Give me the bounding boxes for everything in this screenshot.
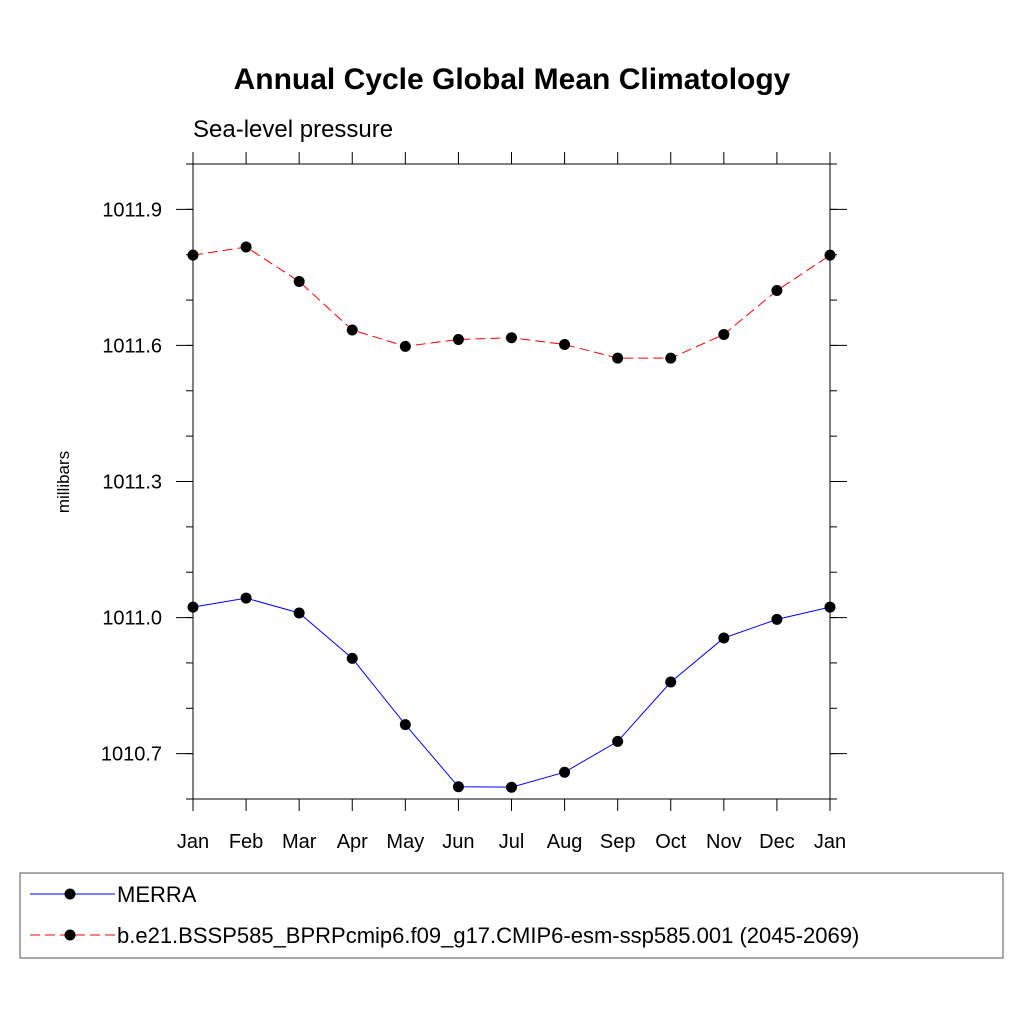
series-2-point	[665, 352, 677, 364]
series-2-point	[612, 352, 624, 364]
y-tick-label: 1011.0	[102, 608, 162, 630]
chart-title: Annual Cycle Global Mean Climatology	[234, 63, 791, 96]
series-2-point	[771, 285, 783, 297]
x-tick-label: May	[386, 831, 424, 853]
x-tick-label: Oct	[655, 831, 687, 853]
series-2-point	[399, 340, 411, 352]
series-1-point	[240, 592, 252, 604]
series-line-1	[192, 597, 831, 788]
y-tick-label: 1011.9	[102, 199, 162, 221]
series-1-point	[665, 676, 677, 688]
series-1-point	[293, 607, 305, 619]
y-axis-label: millibars	[54, 451, 73, 513]
x-tick-label: Nov	[706, 831, 742, 853]
legend-label-2: b.e21.BSSP585_BPRPcmip6.f09_g17.CMIP6-es…	[117, 923, 859, 948]
series-2-point	[346, 324, 358, 336]
series-2-point	[718, 329, 730, 341]
y-tick-label: 1011.6	[102, 335, 162, 357]
x-tick-label: Feb	[229, 831, 263, 853]
series-2-point	[506, 332, 517, 344]
series-1-point	[187, 601, 199, 613]
series-1-point	[771, 613, 783, 625]
legend: MERRA b.e21.BSSP585_BPRPcmip6.f09_g17.CMI…	[30, 882, 859, 948]
series-1-point	[346, 652, 358, 664]
x-tick-label: Sep	[600, 831, 636, 853]
x-tick-labels: Jan Feb Mar Apr May Jun Jul Aug Sep Oct Nov Dec Jan	[177, 831, 846, 853]
legend-marker-1	[64, 888, 76, 900]
series-1-point	[452, 781, 464, 793]
x-tick-label: Dec	[759, 831, 795, 853]
legend-marker-2	[64, 929, 76, 941]
x-tick-label: Aug	[547, 831, 583, 853]
legend-box	[19, 872, 1004, 959]
x-tick-label: Jun	[442, 831, 474, 853]
series-1-point	[718, 632, 730, 644]
series-1-point	[824, 601, 836, 613]
series-1-point	[559, 766, 571, 778]
x-tick-label: Apr	[337, 831, 368, 853]
x-tick-label: Jan	[814, 831, 846, 853]
series-1-point	[506, 781, 517, 793]
series-2-point	[293, 275, 305, 287]
y-tick-label: 1010.7	[101, 744, 162, 766]
x-tick-label: Jul	[499, 831, 525, 853]
x-tick-label: Mar	[282, 831, 317, 853]
axis-ticks	[176, 152, 847, 811]
y-tick-labels: 1010.7 1011.0 1011.3 1011.6 1011.9	[101, 199, 162, 765]
x-tick-label: Jan	[177, 831, 209, 853]
series-2-point	[824, 249, 836, 261]
series-2-point	[559, 339, 571, 351]
y-tick-label: 1011.3	[102, 472, 162, 494]
chart-subtitle: Sea-level pressure	[193, 116, 393, 143]
legend-label-1: MERRA	[117, 882, 197, 907]
series-1-point	[612, 735, 624, 747]
series-2-point	[452, 334, 464, 346]
plot-frame	[192, 163, 831, 800]
series-2-point	[187, 249, 199, 261]
series-2-point	[240, 241, 252, 253]
series-layer	[187, 241, 836, 793]
series-1-point	[399, 719, 411, 731]
